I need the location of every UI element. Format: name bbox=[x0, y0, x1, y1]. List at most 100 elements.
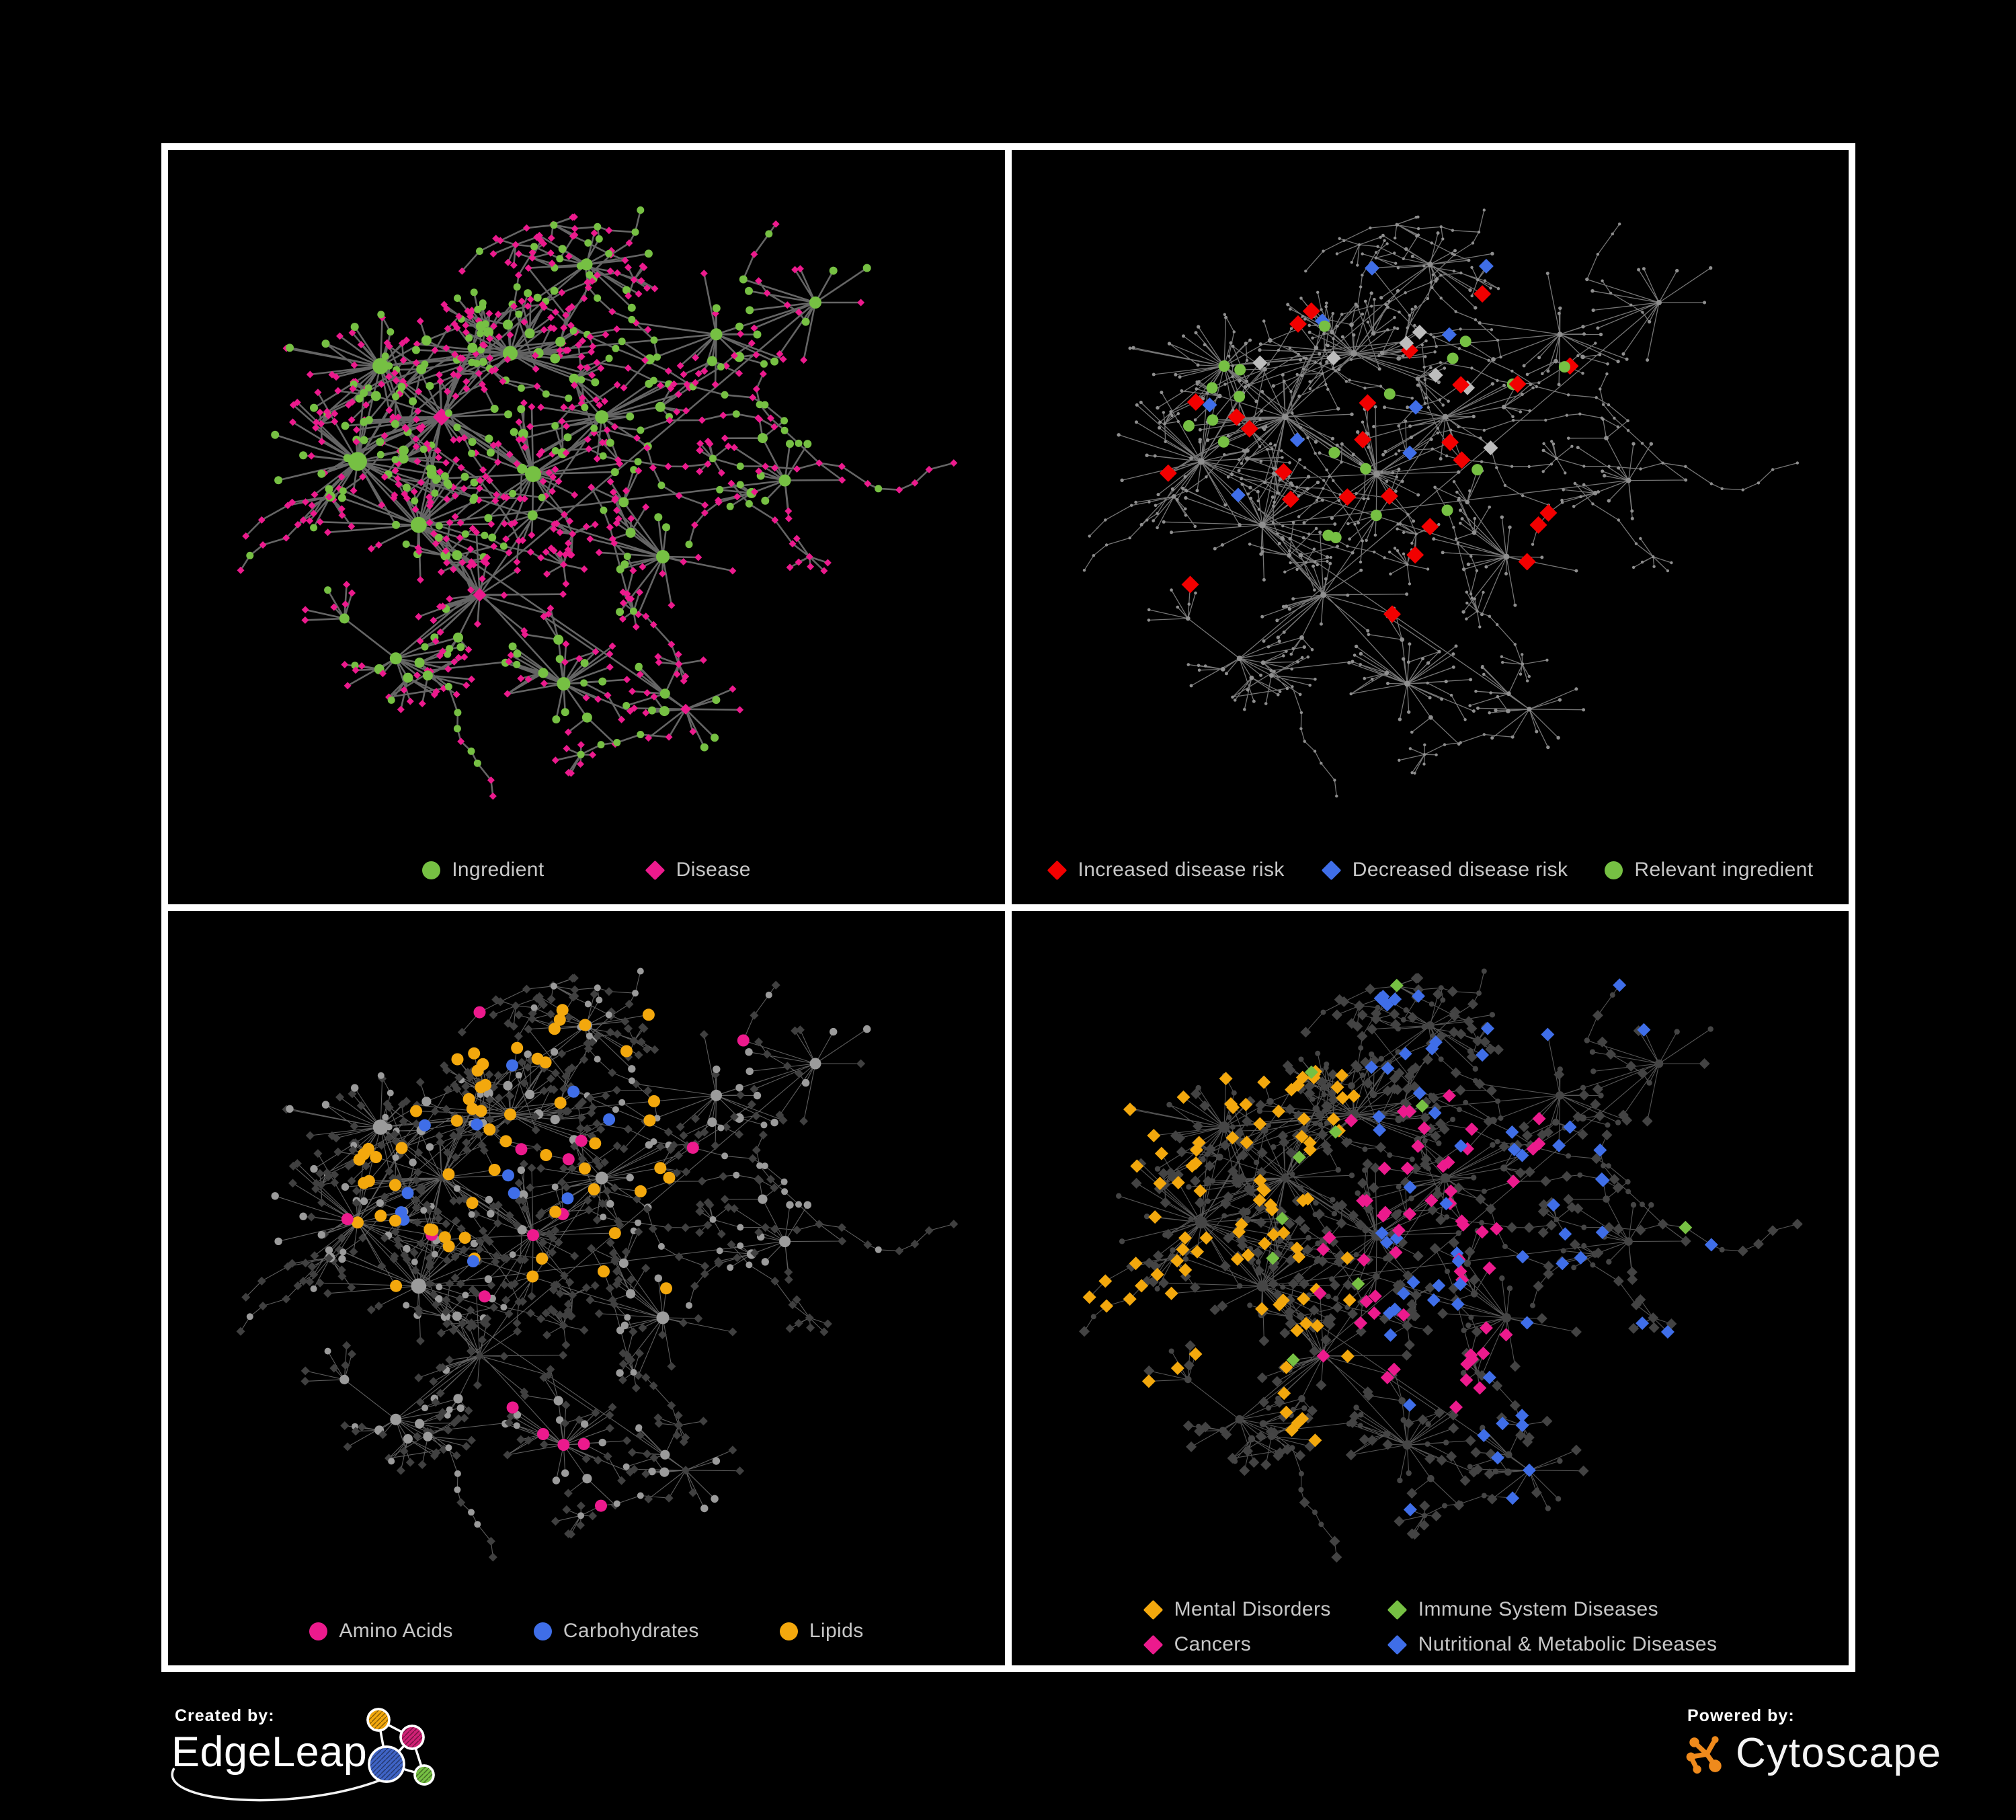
graph-node bbox=[668, 601, 676, 609]
graph-node bbox=[1439, 1197, 1453, 1211]
graph-node bbox=[1526, 1142, 1540, 1156]
graph-node bbox=[650, 336, 658, 344]
graph-node bbox=[632, 623, 640, 631]
graph-node bbox=[588, 371, 596, 379]
graph-node bbox=[436, 1138, 445, 1147]
graph-node bbox=[747, 1100, 756, 1109]
graph-node bbox=[513, 1422, 520, 1429]
graph-node bbox=[306, 517, 314, 525]
graph-node bbox=[464, 307, 472, 315]
graph-node bbox=[539, 1373, 549, 1382]
graph-node bbox=[1435, 1214, 1447, 1226]
graph-node bbox=[1410, 1062, 1421, 1074]
graph-node bbox=[1207, 414, 1219, 426]
graph-node bbox=[1336, 545, 1339, 548]
graph-node bbox=[631, 228, 639, 236]
graph-node bbox=[1368, 1289, 1382, 1303]
graph-node bbox=[271, 1192, 279, 1200]
graph-node bbox=[1593, 1143, 1607, 1157]
graph-node bbox=[348, 589, 356, 597]
graph-node bbox=[499, 542, 508, 550]
graph-node bbox=[608, 1402, 617, 1412]
graph-node bbox=[1332, 366, 1335, 370]
graph-node bbox=[1278, 1411, 1289, 1423]
graph-node bbox=[1400, 1099, 1408, 1107]
graph-node bbox=[577, 1154, 587, 1164]
graph-node bbox=[399, 356, 407, 364]
graph-node bbox=[380, 473, 389, 481]
graph-node bbox=[1503, 483, 1507, 487]
graph-node bbox=[837, 1223, 846, 1232]
graph-node bbox=[1365, 539, 1368, 543]
graph-node bbox=[1396, 522, 1400, 526]
graph-node bbox=[1335, 1068, 1349, 1082]
graph-node bbox=[289, 401, 297, 409]
graph-node bbox=[745, 500, 753, 508]
graph-node bbox=[1506, 1491, 1520, 1505]
graph-node bbox=[781, 1188, 789, 1195]
graph-node bbox=[1322, 487, 1325, 490]
graph-node bbox=[1635, 1294, 1646, 1305]
graph-node bbox=[1330, 516, 1334, 520]
graph-node bbox=[582, 1474, 592, 1484]
graph-node bbox=[1248, 543, 1252, 546]
graph-node bbox=[389, 1179, 401, 1191]
legend-item: Lipids bbox=[779, 1620, 864, 1643]
graph-node bbox=[1252, 1193, 1266, 1207]
graph-node bbox=[1581, 1224, 1587, 1230]
graph-node bbox=[492, 235, 500, 243]
graph-node bbox=[1460, 1370, 1467, 1376]
graph-node bbox=[1490, 1142, 1496, 1148]
graph-node bbox=[434, 533, 443, 542]
graph-node bbox=[1495, 1098, 1500, 1104]
graph-node bbox=[599, 452, 607, 460]
graph-node bbox=[1485, 1043, 1496, 1055]
graph-node bbox=[642, 709, 650, 717]
edgeleap-wordmark: EdgeLeap bbox=[171, 1729, 368, 1776]
graph-node bbox=[555, 1107, 565, 1116]
graph-node bbox=[1447, 352, 1459, 364]
graph-node bbox=[550, 1115, 560, 1125]
graph-node bbox=[549, 473, 557, 481]
graph-node bbox=[568, 303, 576, 311]
graph-node bbox=[540, 680, 548, 687]
graph-node bbox=[560, 510, 568, 518]
graph-node bbox=[1306, 475, 1311, 479]
graph-node bbox=[469, 524, 477, 532]
graph-node bbox=[1417, 1121, 1431, 1136]
graph-node bbox=[1238, 523, 1242, 527]
graph-node bbox=[1613, 978, 1627, 992]
graph-node bbox=[528, 1009, 537, 1018]
graph-node bbox=[1349, 322, 1354, 327]
graph-node bbox=[1271, 1144, 1277, 1150]
graph-node bbox=[418, 700, 426, 707]
graph-node bbox=[1406, 1275, 1420, 1290]
graph-node bbox=[387, 1089, 394, 1097]
graph-node bbox=[1440, 997, 1446, 1003]
graph-node bbox=[1340, 1251, 1355, 1265]
graph-node bbox=[608, 1068, 617, 1077]
graph-node bbox=[1300, 374, 1304, 378]
graph-node bbox=[502, 1254, 512, 1263]
graph-node bbox=[1599, 332, 1603, 337]
graph-node bbox=[1429, 438, 1433, 441]
graph-node bbox=[442, 535, 450, 543]
graph-node bbox=[1791, 1218, 1803, 1230]
graph-node bbox=[557, 1439, 570, 1451]
graph-node bbox=[348, 416, 356, 424]
graph-node bbox=[641, 356, 649, 364]
graph-node bbox=[1153, 454, 1157, 458]
graph-node bbox=[1523, 1222, 1535, 1233]
legend-swatch-diamond bbox=[645, 860, 665, 880]
graph-node bbox=[468, 449, 476, 457]
graph-node bbox=[444, 1412, 451, 1419]
graph-node bbox=[688, 1488, 698, 1497]
graph-node bbox=[1439, 361, 1443, 364]
graph-node bbox=[819, 1327, 829, 1337]
graph-node bbox=[779, 1236, 791, 1248]
graph-node bbox=[1169, 410, 1172, 413]
graph-node bbox=[1356, 264, 1359, 267]
graph-node bbox=[1477, 1429, 1491, 1442]
graph-node bbox=[1510, 465, 1514, 468]
graph-node bbox=[485, 1195, 493, 1204]
